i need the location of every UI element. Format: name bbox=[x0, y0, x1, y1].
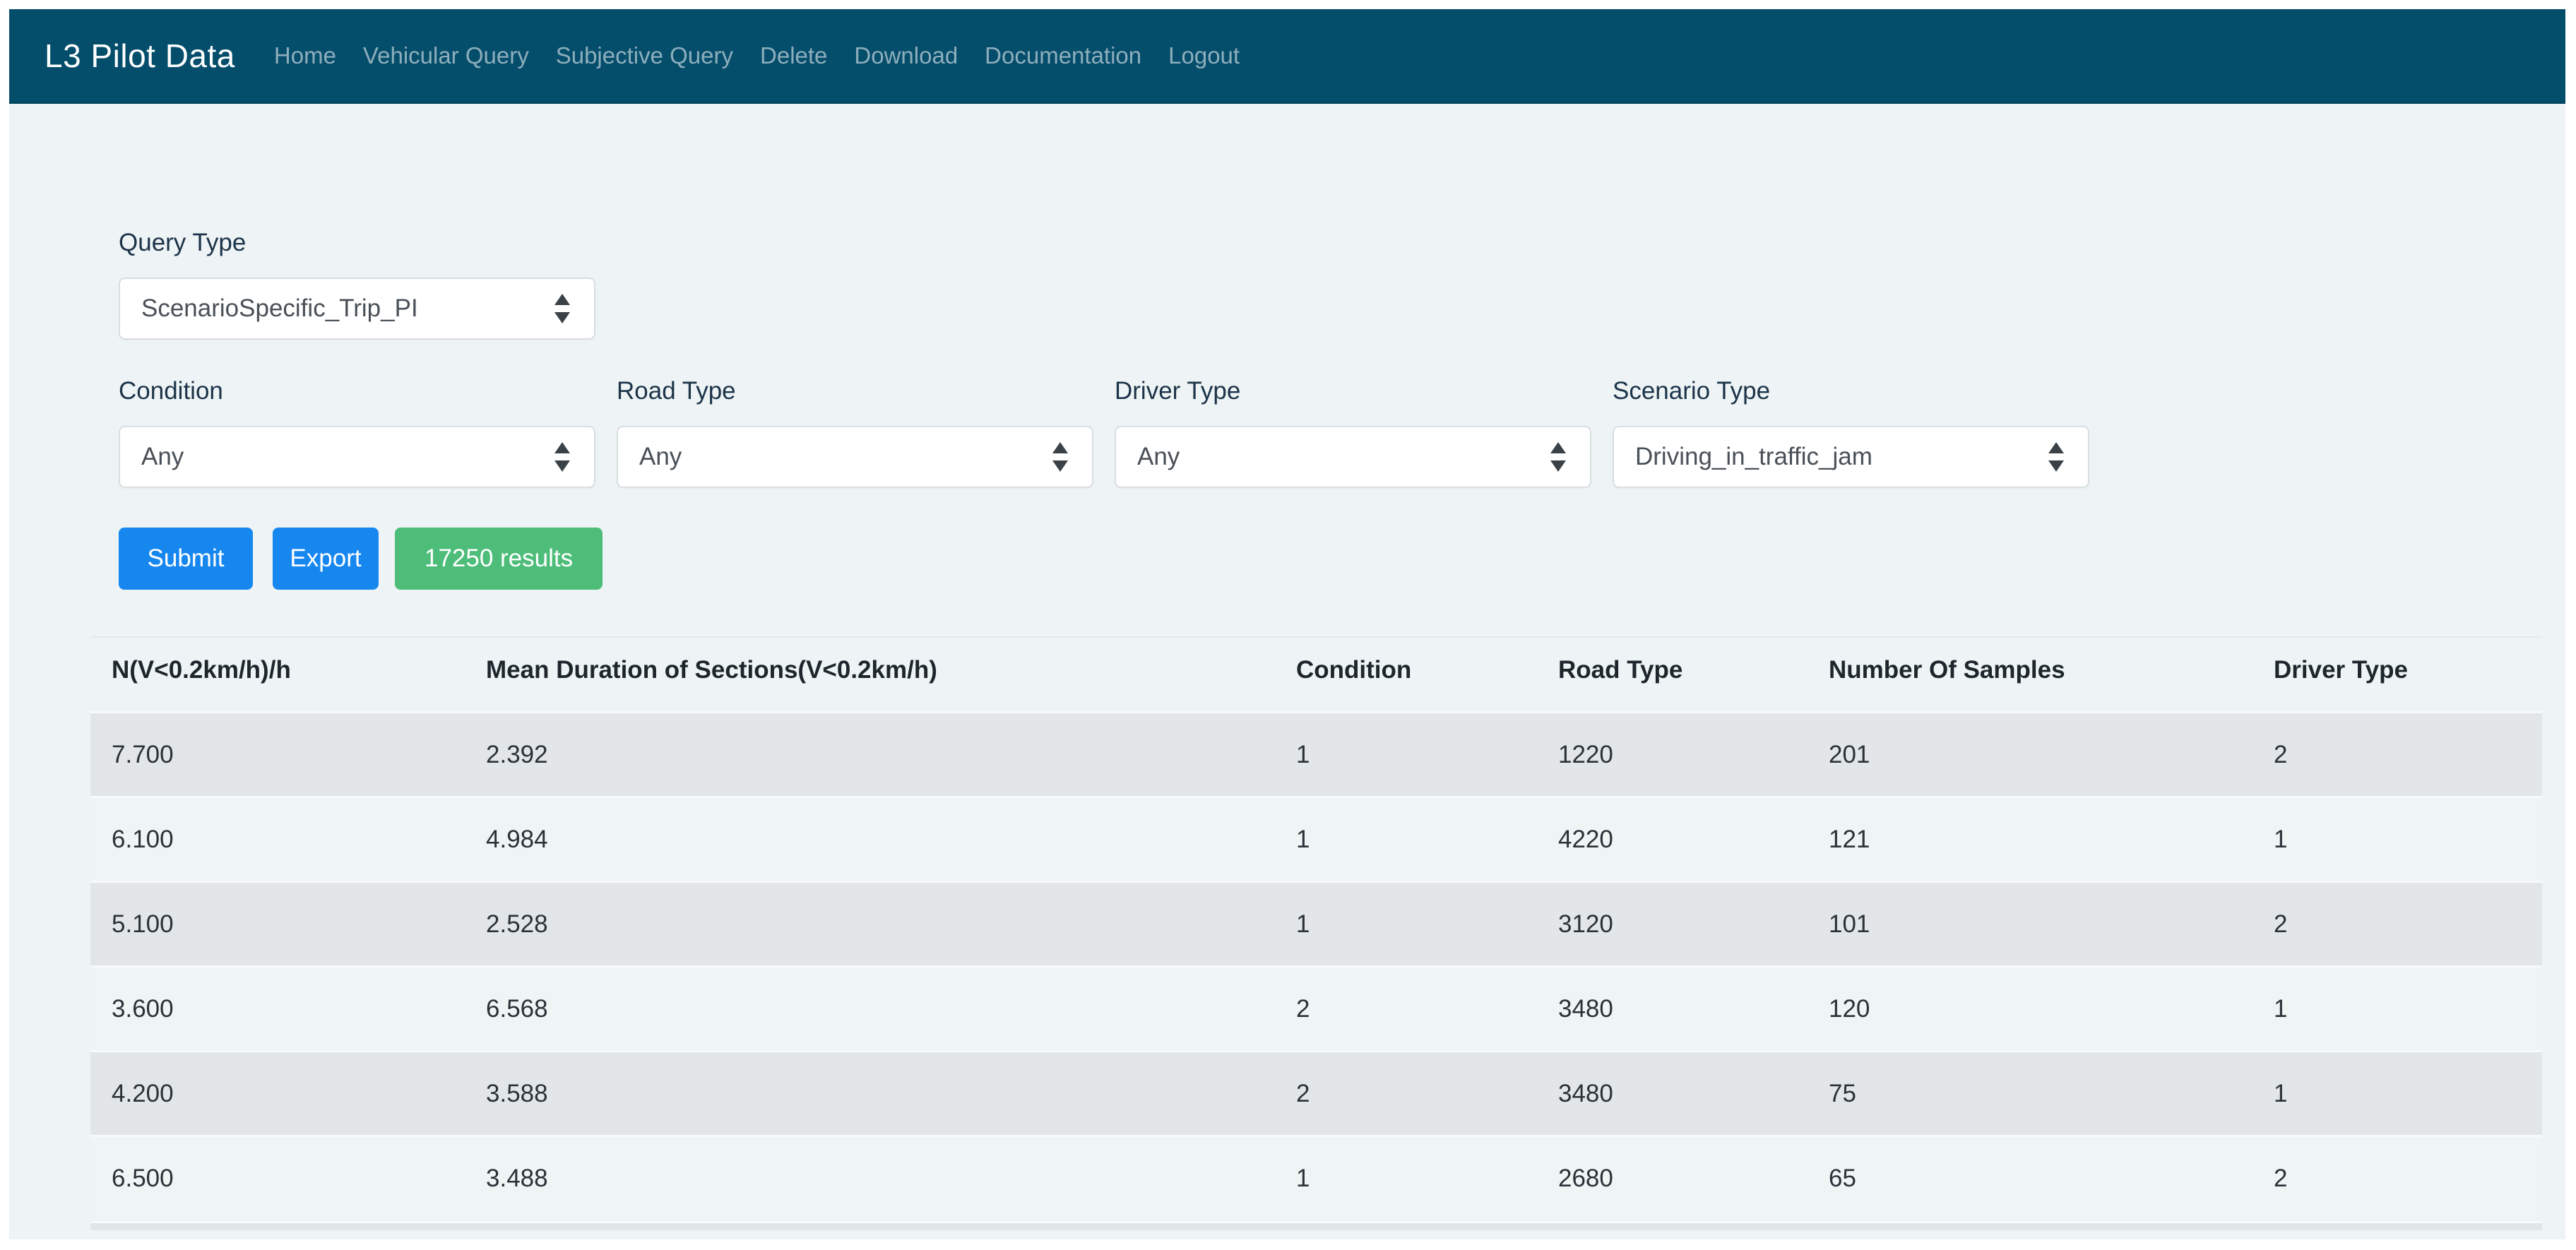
table-cell: 2.528 bbox=[465, 882, 1275, 967]
results-count-badge: 17250 results bbox=[395, 528, 603, 590]
table-cell: 1 bbox=[1275, 1136, 1537, 1221]
results-table-container: N(V<0.2km/h)/h Mean Duration of Sections… bbox=[90, 636, 2542, 1230]
nav-item-delete[interactable]: Delete bbox=[747, 42, 841, 69]
table-cell: 4.200 bbox=[90, 1052, 465, 1136]
table-cell: 2680 bbox=[1537, 1136, 1808, 1221]
driver-type-select[interactable]: Any bbox=[1115, 426, 1591, 488]
table-cell: 121 bbox=[1808, 797, 2252, 882]
brand-logo[interactable]: L3 Pilot Data bbox=[44, 37, 235, 75]
road-type-value: Any bbox=[639, 443, 682, 471]
action-row: Submit Export 17250 results bbox=[119, 528, 2565, 590]
scenario-type-select[interactable]: Driving_in_traffic_jam bbox=[1613, 426, 2089, 488]
table-header: N(V<0.2km/h)/h Mean Duration of Sections… bbox=[90, 637, 2542, 713]
column-header: N(V<0.2km/h)/h bbox=[90, 637, 465, 713]
updown-caret-icon bbox=[1550, 442, 1566, 472]
nav-menu: Home Vehicular Query Subjective Query De… bbox=[261, 42, 1253, 69]
condition-select[interactable]: Any bbox=[119, 426, 595, 488]
updown-caret-icon bbox=[554, 442, 570, 472]
table-cell: 1 bbox=[2252, 797, 2542, 882]
condition-label: Condition bbox=[119, 376, 595, 406]
table-cell: 1 bbox=[1275, 797, 1537, 882]
table-cell: 201 bbox=[1808, 713, 2252, 797]
table-row: 4.200 3.588 2 3480 75 1 bbox=[90, 1052, 2542, 1136]
table-cell: 3120 bbox=[1537, 882, 1808, 967]
driver-type-group: Driver Type Any bbox=[1115, 376, 1591, 488]
updown-caret-icon bbox=[1052, 442, 1068, 472]
column-header: Road Type bbox=[1537, 637, 1808, 713]
column-header: Number Of Samples bbox=[1808, 637, 2252, 713]
table-cell: 3480 bbox=[1537, 967, 1808, 1052]
scenario-type-label: Scenario Type bbox=[1613, 376, 2089, 406]
nav-item-home[interactable]: Home bbox=[261, 42, 350, 69]
updown-caret-icon bbox=[554, 294, 570, 323]
query-type-group: Query Type ScenarioSpecific_Trip_PI bbox=[119, 228, 2565, 340]
table-cell: 1 bbox=[2252, 967, 2542, 1052]
column-header: Mean Duration of Sections(V<0.2km/h) bbox=[465, 637, 1275, 713]
table-row: 6.500 3.488 1 2680 65 2 bbox=[90, 1136, 2542, 1221]
query-form: Query Type ScenarioSpecific_Trip_PI Cond… bbox=[9, 104, 2565, 590]
table-cell: 1220 bbox=[1537, 713, 1808, 797]
table-cell: 2 bbox=[2252, 713, 2542, 797]
condition-value: Any bbox=[141, 443, 184, 471]
table-cell: 1 bbox=[1275, 713, 1537, 797]
query-type-label: Query Type bbox=[119, 228, 2565, 258]
updown-caret-icon bbox=[2048, 442, 2064, 472]
app-page: L3 Pilot Data Home Vehicular Query Subje… bbox=[9, 9, 2565, 1239]
nav-item-vehicular-query[interactable]: Vehicular Query bbox=[350, 42, 542, 69]
road-type-select[interactable]: Any bbox=[617, 426, 1093, 488]
table-cell: 6.568 bbox=[465, 967, 1275, 1052]
table-row: 7.700 2.392 1 1220 201 2 bbox=[90, 713, 2542, 797]
scenario-type-group: Scenario Type Driving_in_traffic_jam bbox=[1613, 376, 2089, 488]
nav-item-subjective-query[interactable]: Subjective Query bbox=[542, 42, 747, 69]
top-navbar: L3 Pilot Data Home Vehicular Query Subje… bbox=[9, 9, 2565, 104]
table-cell: 6.500 bbox=[90, 1136, 465, 1221]
results-table: N(V<0.2km/h)/h Mean Duration of Sections… bbox=[90, 636, 2542, 1221]
table-row: 5.100 2.528 1 3120 101 2 bbox=[90, 882, 2542, 967]
table-cell: 7.700 bbox=[90, 713, 465, 797]
query-type-select[interactable]: ScenarioSpecific_Trip_PI bbox=[119, 278, 595, 340]
table-cell: 1 bbox=[1275, 882, 1537, 967]
export-button[interactable]: Export bbox=[273, 528, 379, 590]
driver-type-value: Any bbox=[1137, 443, 1180, 471]
query-type-value: ScenarioSpecific_Trip_PI bbox=[141, 294, 418, 323]
table-cell: 4.984 bbox=[465, 797, 1275, 882]
table-body: 7.700 2.392 1 1220 201 2 6.100 4.984 1 4… bbox=[90, 713, 2542, 1221]
table-cell: 2.392 bbox=[465, 713, 1275, 797]
table-cell: 2 bbox=[2252, 1136, 2542, 1221]
table-cell: 2 bbox=[2252, 882, 2542, 967]
table-cell: 4220 bbox=[1537, 797, 1808, 882]
submit-button[interactable]: Submit bbox=[119, 528, 253, 590]
road-type-group: Road Type Any bbox=[617, 376, 1093, 488]
filter-row: Condition Any Road Type Any Dr bbox=[119, 376, 2565, 488]
nav-item-documentation[interactable]: Documentation bbox=[971, 42, 1155, 69]
column-header: Driver Type bbox=[2252, 637, 2542, 713]
table-cell: 3.600 bbox=[90, 967, 465, 1052]
table-cell: 2 bbox=[1275, 1052, 1537, 1136]
table-cell: 3480 bbox=[1537, 1052, 1808, 1136]
table-cell: 1 bbox=[2252, 1052, 2542, 1136]
scenario-type-value: Driving_in_traffic_jam bbox=[1635, 443, 1872, 471]
table-cell: 101 bbox=[1808, 882, 2252, 967]
table-cell: 120 bbox=[1808, 967, 2252, 1052]
condition-group: Condition Any bbox=[119, 376, 595, 488]
table-cell: 65 bbox=[1808, 1136, 2252, 1221]
nav-item-download[interactable]: Download bbox=[841, 42, 971, 69]
table-cell: 6.100 bbox=[90, 797, 465, 882]
table-row: 3.600 6.568 2 3480 120 1 bbox=[90, 967, 2542, 1052]
header-row: N(V<0.2km/h)/h Mean Duration of Sections… bbox=[90, 637, 2542, 713]
table-cell: 3.488 bbox=[465, 1136, 1275, 1221]
column-header: Condition bbox=[1275, 637, 1537, 713]
table-cell: 2 bbox=[1275, 967, 1537, 1052]
driver-type-label: Driver Type bbox=[1115, 376, 1591, 406]
table-row: 6.100 4.984 1 4220 121 1 bbox=[90, 797, 2542, 882]
table-cell: 5.100 bbox=[90, 882, 465, 967]
table-cell: 75 bbox=[1808, 1052, 2252, 1136]
nav-item-logout[interactable]: Logout bbox=[1155, 42, 1253, 69]
table-cell: 3.588 bbox=[465, 1052, 1275, 1136]
road-type-label: Road Type bbox=[617, 376, 1093, 406]
table-row-clipped bbox=[90, 1221, 2542, 1230]
